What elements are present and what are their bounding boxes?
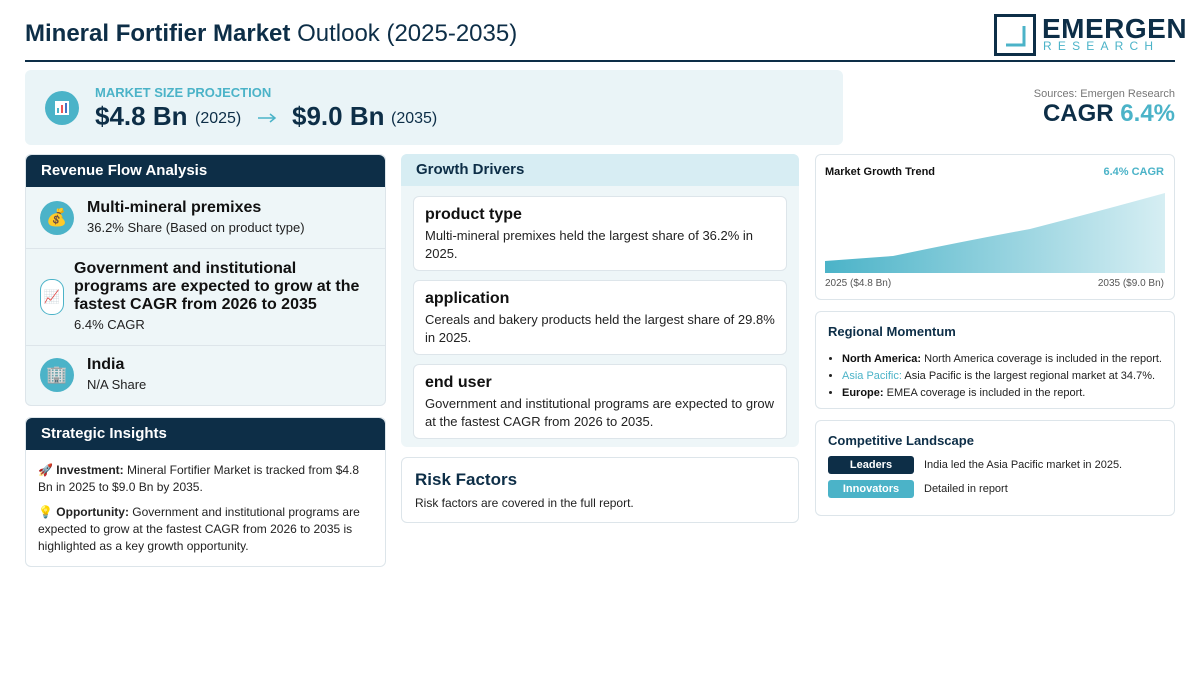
region-item: Europe: EMEA coverage is included in the… (842, 387, 1172, 399)
badge: Innovators (828, 480, 914, 498)
driver-title: end user (425, 374, 492, 391)
projection-box: MARKET SIZE PROJECTION $4.8 Bn (2025) $9… (25, 70, 843, 145)
title-rest: Outlook (2025-2035) (297, 20, 518, 47)
projection-icon (45, 91, 79, 125)
start-value: $4.8 Bn (95, 101, 188, 131)
logo-mark (994, 14, 1036, 56)
insight-text: Mineral Fortifier Market is tracked from… (38, 463, 360, 494)
driver: product type Multi-mineral premixes held … (413, 196, 787, 271)
section-title: Strategic Insights (26, 418, 385, 450)
regional-title: Regional Momentum (828, 324, 956, 339)
revenue-flow: Revenue Flow Analysis 💰 Multi-mineral pr… (25, 154, 386, 406)
icon: 💡 (38, 505, 53, 519)
logo-name: EMERGEN (1042, 13, 1188, 44)
item-title: Multi-mineral premixes (87, 199, 262, 216)
icon: 💰 (40, 201, 74, 235)
risk-title: Risk Factors (415, 470, 518, 489)
insights: 🚀 Investment: Mineral Fortifier Market i… (38, 462, 368, 563)
flow-item: 🏢 India N/A Share (26, 345, 385, 405)
cagr-label: CAGR (1042, 100, 1114, 127)
logo-sub: RESEARCH (1043, 39, 1160, 53)
region-text: North America coverage is included in th… (924, 353, 1162, 365)
arrow (258, 113, 277, 123)
trend-card: Market Growth Trend 6.4% CAGR 2025 ($4.8… (815, 154, 1175, 300)
title-bold: Mineral Fortifier Market (25, 20, 291, 47)
sources: Sources: Emergen Research (1033, 88, 1175, 100)
badge-text: India led the Asia Pacific market in 202… (924, 459, 1123, 471)
trend-start: 2025 ($4.8 Bn) (825, 278, 892, 289)
insight: 💡 Opportunity: Government and institutio… (38, 504, 368, 555)
insight-label: Investment: (56, 463, 124, 477)
risk-text: Risk factors are covered in the full rep… (415, 496, 634, 510)
item-detail: 6.4% CAGR (74, 317, 145, 332)
start-year: (2025) (195, 110, 242, 127)
flow-item: 💰 Multi-mineral premixes 36.2% Share (Ba… (26, 188, 385, 249)
strategic-insights: Strategic Insights 🚀 Investment: Mineral… (25, 417, 386, 567)
driver-text: Government and institutional programs ar… (425, 396, 775, 429)
badge: Leaders (828, 456, 914, 474)
region: Europe: (842, 387, 884, 399)
trend-title: Market Growth Trend (825, 166, 936, 178)
end-year: (2035) (391, 110, 438, 127)
region-text: Asia Pacific is the largest regional mar… (904, 370, 1156, 382)
trend-area (825, 193, 1165, 273)
projection-label: MARKET SIZE PROJECTION (95, 85, 272, 100)
item-title: Government and institutional programs ar… (74, 260, 360, 313)
region: Asia Pacific: (842, 370, 902, 382)
item-detail: 36.2% Share (Based on product type) (87, 220, 305, 235)
regional-card: Regional Momentum North America: North A… (815, 311, 1175, 409)
driver-text: Multi-mineral premixes held the largest … (425, 228, 754, 261)
growth-drivers: Growth Drivers product type Multi-mineral… (401, 154, 799, 447)
item-title: India (87, 356, 125, 373)
title: Mineral Fortifier Market Outlook (2025-2… (25, 20, 517, 48)
region-item: Asia Pacific: Asia Pacific is the larges… (842, 370, 1172, 382)
end-value: $9.0 Bn (292, 101, 385, 131)
competitive-card: Competitive Landscape Leaders India led … (815, 420, 1175, 516)
insight-text: Government and institutional programs ar… (38, 505, 360, 553)
insight: 🚀 Investment: Mineral Fortifier Market i… (38, 462, 368, 496)
driver: application Cereals and bakery products h… (413, 280, 787, 355)
insight-label: Opportunity: (56, 505, 129, 519)
driver: end user Government and institutional pro… (413, 364, 787, 439)
section-title: Revenue Flow Analysis (26, 155, 385, 187)
regional-list: North America: North America coverage is… (816, 353, 1172, 404)
cagr: CAGR 6.4% (1043, 100, 1175, 128)
driver-text: Cereals and bakery products held the lar… (425, 312, 775, 345)
section-title: Growth Drivers (401, 154, 799, 186)
icon: 🚀 (38, 463, 53, 477)
flow-item: 📈 Government and institutional programs … (26, 248, 385, 346)
region-item: North America: North America coverage is… (842, 353, 1172, 365)
competitive-title: Competitive Landscape (828, 433, 974, 448)
trend-cagr: 6.4% CAGR (1103, 166, 1164, 178)
icon: 📈 (40, 279, 64, 315)
icon: 🏢 (40, 358, 74, 392)
risk-factors: Risk Factors Risk factors are covered in… (401, 457, 799, 523)
badge-text: Detailed in report (924, 483, 1008, 495)
region-text: EMEA coverage is included in the report. (886, 387, 1086, 399)
cagr-value: 6.4% (1120, 100, 1175, 127)
driver-title: application (425, 290, 510, 307)
trend-end: 2035 ($9.0 Bn) (1097, 278, 1164, 289)
driver-title: product type (425, 206, 522, 223)
rule (25, 60, 1175, 62)
item-detail: N/A Share (87, 377, 147, 392)
region: North America: (842, 353, 922, 365)
